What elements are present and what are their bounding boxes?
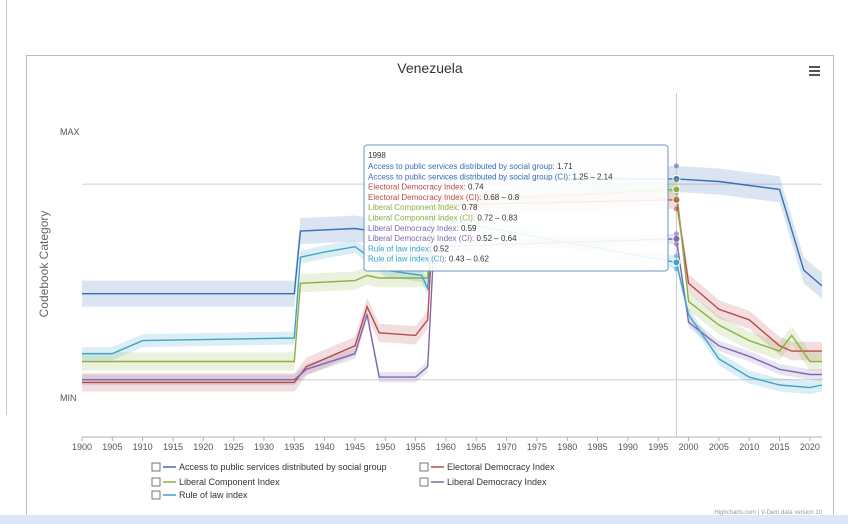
x-tick-label: 2005: [709, 442, 729, 452]
tooltip-box: [363, 144, 669, 272]
x-tick-label: 2020: [800, 442, 820, 452]
hover-point: [672, 234, 681, 243]
x-tick-label: 1950: [375, 442, 395, 452]
hover-point: [672, 185, 681, 194]
legend-label[interactable]: Access to public services distributed by…: [179, 462, 387, 472]
x-tick-label: 1970: [497, 442, 517, 452]
x-tick-label: 1940: [315, 442, 335, 452]
x-tick-label: 1930: [254, 442, 274, 452]
legend-label[interactable]: Electoral Democracy Index: [447, 462, 555, 472]
series-line[interactable]: [82, 217, 823, 389]
tooltip-row: Liberal Democracy Index: 0.59: [368, 224, 477, 233]
x-tick-label: 1910: [133, 442, 153, 452]
chart-title: Venezuela: [397, 60, 463, 76]
tooltip-row: Liberal Component Index (CI): 0.72 – 0.8…: [368, 214, 518, 223]
y-tick-label: MAX: [60, 127, 80, 137]
legend-item[interactable]: Rule of law index: [151, 490, 248, 500]
legend-label[interactable]: Rule of law index: [179, 490, 248, 500]
x-tick-label: 2000: [679, 442, 699, 452]
x-tick-label: 1965: [466, 442, 486, 452]
x-tick-label: 1975: [527, 442, 547, 452]
legend-item[interactable]: Liberal Component Index: [151, 477, 280, 487]
x-tick-label: 1980: [557, 442, 577, 452]
x-tick-label: 1905: [102, 442, 122, 452]
x-tick-label: 1935: [284, 442, 304, 452]
legend-checkbox[interactable]: [419, 462, 429, 472]
ci-band: [82, 165, 822, 307]
window-edge: [0, 0, 7, 415]
legend-label[interactable]: Liberal Democracy Index: [447, 477, 547, 487]
x-tick-label: 1925: [224, 442, 244, 452]
x-tick-label: 2010: [739, 442, 759, 452]
hover-point: [673, 241, 679, 247]
credits[interactable]: Highcharts.com | V-Dem data version 10: [714, 510, 822, 516]
tooltip-row: Rule of law index: 0.52: [368, 244, 449, 253]
legend-checkbox[interactable]: [419, 477, 429, 487]
legend[interactable]: Access to public services distributed by…: [151, 462, 555, 500]
tooltip-row: Liberal Democracy Index (CI): 0.52 – 0.6…: [368, 234, 517, 243]
hover-markers: [672, 93, 681, 437]
page-bottom-bar: [0, 515, 848, 524]
legend-checkbox[interactable]: [151, 490, 161, 500]
hover-point: [673, 231, 679, 237]
hover-point: [673, 177, 679, 183]
hover-point: [673, 266, 679, 272]
hover-point: [673, 253, 679, 259]
x-tick-label: 1955: [406, 442, 426, 452]
legend-item[interactable]: Electoral Democracy Index: [419, 462, 555, 472]
hover-point: [672, 258, 681, 267]
tooltip: 1998 Access to public services distribute…: [363, 144, 669, 272]
menu-icon[interactable]: [809, 66, 820, 76]
y-axis: MAX MIN: [60, 127, 80, 403]
tooltip-row: Electoral Democracy Index: 0.74: [368, 183, 484, 192]
tooltip-row: Rule of law index (CI): 0.43 – 0.62: [368, 255, 490, 264]
tooltip-row: Liberal Component Index: 0.78: [368, 203, 478, 212]
tooltip-row: Access to public services distributed by…: [368, 162, 573, 171]
hover-point: [673, 163, 679, 169]
x-tick-label: 1960: [436, 442, 456, 452]
y-axis-label: Codebook Category: [37, 211, 51, 318]
legend-checkbox[interactable]: [151, 477, 161, 487]
legend-label[interactable]: Liberal Component Index: [179, 477, 280, 487]
x-tick-label: 2015: [770, 442, 790, 452]
legend-item[interactable]: Liberal Democracy Index: [419, 477, 547, 487]
x-tick-label: 1945: [345, 442, 365, 452]
hover-point: [673, 206, 679, 212]
x-axis: 1900 1905 1910 1915 1920 1925 1930 1935 1940 1945…: [72, 436, 822, 452]
x-tick-label: 1900: [72, 442, 92, 452]
series-line[interactable]: [82, 238, 822, 381]
legend-item[interactable]: Access to public services distributed by…: [151, 462, 387, 472]
x-tick-label: 1995: [648, 442, 668, 452]
tooltip-year: 1998: [368, 151, 386, 160]
y-tick-label: MIN: [60, 393, 77, 403]
legend-checkbox[interactable]: [151, 462, 161, 472]
x-tick-label: 1915: [163, 442, 183, 452]
tooltip-row: Access to public services distributed by…: [368, 172, 613, 181]
x-tick-label: 1920: [193, 442, 213, 452]
tooltip-row: Electoral Democracy Index (CI): 0.68 – 0…: [368, 193, 520, 202]
x-tick-label: 1990: [618, 442, 638, 452]
hover-point: [673, 196, 679, 201]
x-tick-label: 1985: [588, 442, 608, 452]
